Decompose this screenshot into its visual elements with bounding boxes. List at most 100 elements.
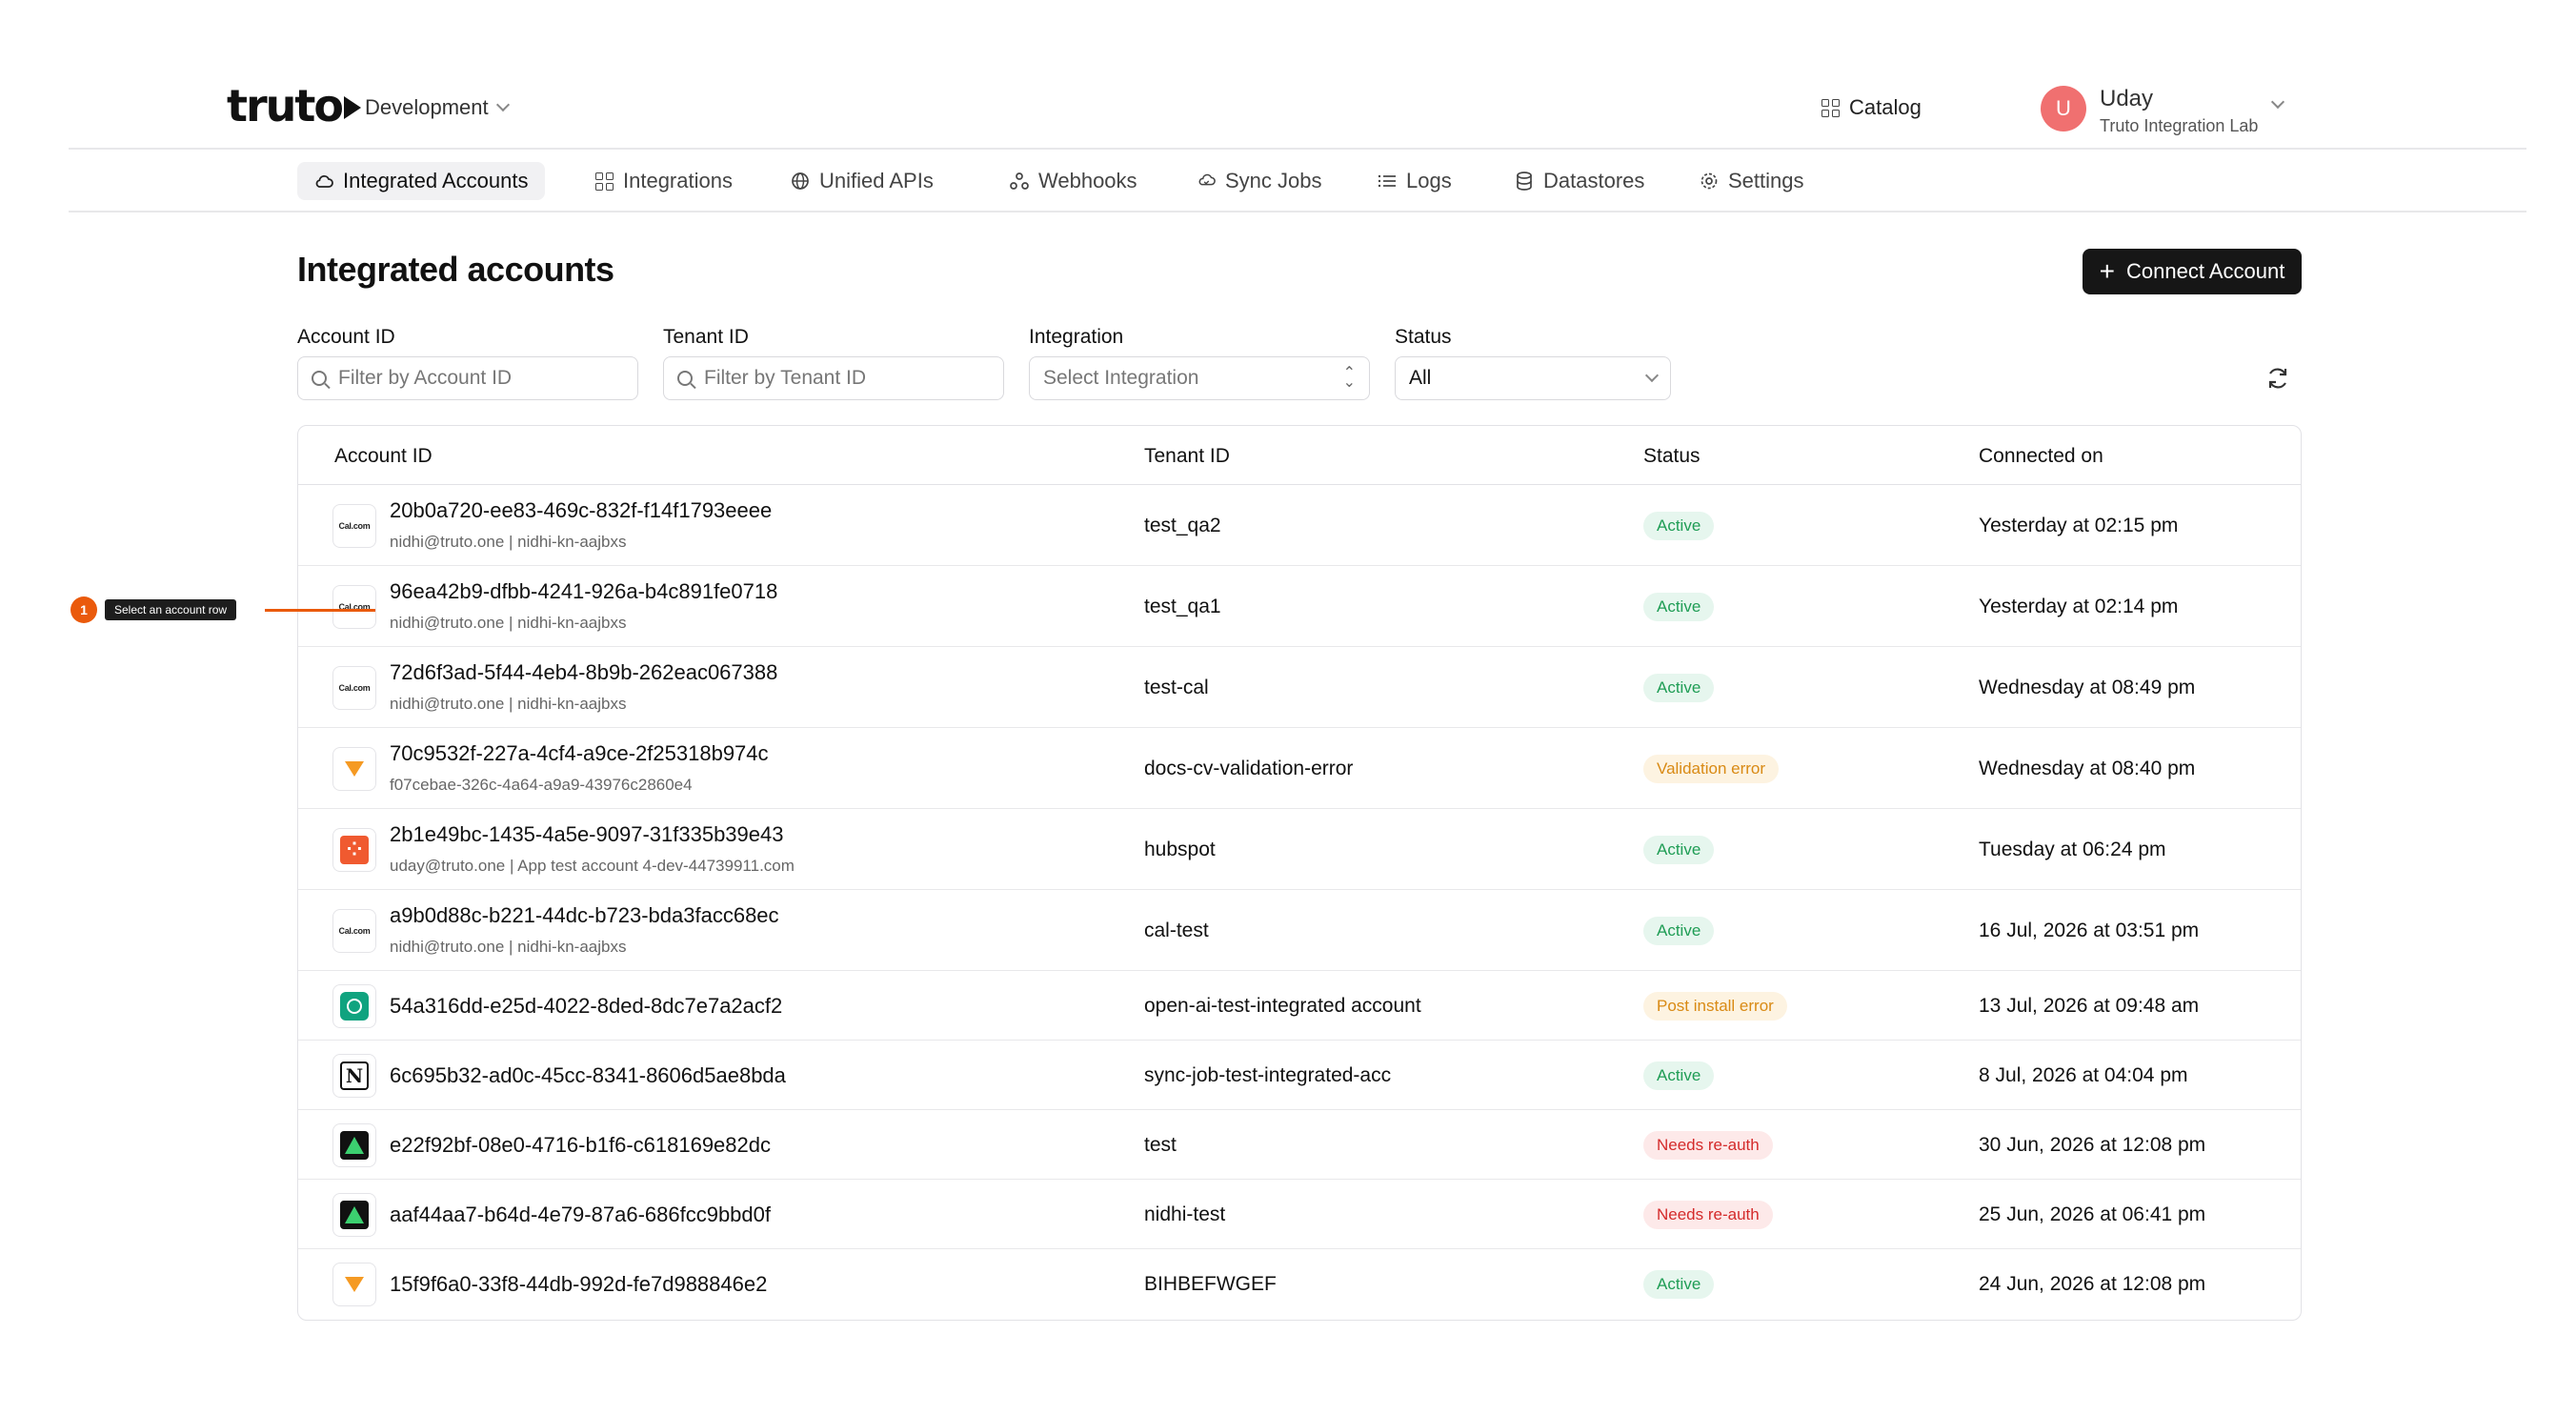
account-id: aaf44aa7-b64d-4e79-87a6-686fcc9bbd0f xyxy=(390,1202,771,1226)
account-id: 72d6f3ad-5f44-4eb4-8b9b-262eac067388 xyxy=(390,660,778,684)
status-badge: Needs re-auth xyxy=(1643,1130,1773,1160)
status-badge: Active xyxy=(1643,511,1715,540)
tenant-id: sync-job-test-integrated-acc xyxy=(1144,1063,1392,1086)
connect-account-button[interactable]: + Connect Account xyxy=(2083,249,2302,294)
tenant-id: test_qa2 xyxy=(1144,514,1221,536)
connected-on: Wednesday at 08:40 pm xyxy=(1979,757,2196,779)
account-id: 6c695b32-ad0c-45cc-8341-8606d5ae8bda xyxy=(390,1062,786,1087)
logo-glyph xyxy=(345,760,364,777)
tab-webhooks[interactable]: Webhooks xyxy=(993,162,1155,200)
integration-filter-label: Integration xyxy=(1029,326,1124,348)
account-id: e22f92bf-08e0-4716-b1f6-c618169e82dc xyxy=(390,1132,771,1157)
top-bar xyxy=(69,0,2526,150)
table-row[interactable]: e22f92bf-08e0-4716-b1f6-c618169e82dc test… xyxy=(298,1110,2301,1180)
user-name[interactable]: Uday xyxy=(2100,86,2154,111)
tenant-id: test-cal xyxy=(1144,676,1209,698)
tenant-id: hubspot xyxy=(1144,838,1216,860)
logo-glyph: Cal.com xyxy=(338,520,371,531)
logo-glyph: Cal.com xyxy=(338,601,371,612)
avatar-initial: U xyxy=(2056,96,2071,120)
catalog-button[interactable]: Catalog xyxy=(1821,95,1922,120)
column-header-connected-on: Connected on xyxy=(1979,445,2103,467)
tab-integrated-accounts[interactable]: Integrated Accounts xyxy=(297,162,546,200)
status-badge: Needs re-auth xyxy=(1643,1200,1773,1229)
integration-select[interactable]: Select Integration ⌃ ⌄ xyxy=(1029,356,1370,400)
account-id: 96ea42b9-dfbb-4241-926a-b4c891fe0718 xyxy=(390,579,778,603)
tab-datastores[interactable]: Datastores xyxy=(1498,162,1661,200)
tab-settings[interactable]: Settings xyxy=(1682,162,1821,200)
account-subtitle: nidhi@truto.one | nidhi-kn-aajbxs xyxy=(390,938,627,956)
account-subtitle: nidhi@truto.one | nidhi-kn-aajbxs xyxy=(390,695,627,713)
status-badge: Active xyxy=(1643,835,1715,864)
table-row[interactable]: N 6c695b32-ad0c-45cc-8341-8606d5ae8bda syn… xyxy=(298,1041,2301,1110)
accounts-table: Account ID Tenant ID Status Connected on… xyxy=(297,425,2302,1321)
webhook-icon xyxy=(1010,172,1029,191)
account-subtitle: uday@truto.one | App test account 4-dev-… xyxy=(390,857,795,875)
chevron-down-icon xyxy=(495,97,510,112)
table-row[interactable]: Cal.com a9b0d88c-b221-44dc-b723-bda3facc6… xyxy=(298,890,2301,971)
account-id: a9b0d88c-b221-44dc-b723-bda3facc68ec xyxy=(390,903,779,927)
database-icon xyxy=(1515,172,1534,191)
tenant-id: BIHBEFWGEF xyxy=(1144,1272,1277,1295)
connected-on: Yesterday at 02:14 pm xyxy=(1979,595,2179,617)
environment-switcher[interactable]: Development xyxy=(365,95,510,120)
user-org: Truto Integration Lab xyxy=(2100,116,2259,135)
play-icon xyxy=(344,96,362,119)
tab-sync-jobs[interactable]: Sync Jobs xyxy=(1179,162,1339,200)
status-badge: Active xyxy=(1643,1061,1715,1090)
refresh-icon[interactable] xyxy=(2264,364,2292,393)
connect-account-label: Connect Account xyxy=(2126,259,2285,283)
integration-placeholder: Select Integration xyxy=(1043,367,1199,389)
logo-glyph xyxy=(340,1200,369,1229)
table-row[interactable]: ⁘ 2b1e49bc-1435-4a5e-9097-31f335b39e43 uda… xyxy=(298,809,2301,890)
logo-glyph: Cal.com xyxy=(338,682,371,693)
environment-label: Development xyxy=(365,95,489,119)
table-row[interactable]: 70c9532f-227a-4cf4-a9ce-2f25318b974c f07c… xyxy=(298,728,2301,809)
status-badge: Post install error xyxy=(1643,991,1787,1021)
calcom-logo-icon: Cal.com xyxy=(332,665,376,710)
account-id-placeholder: Filter by Account ID xyxy=(338,367,513,389)
globe-icon xyxy=(791,172,810,191)
table-row[interactable]: Cal.com 72d6f3ad-5f44-4eb4-8b9b-262eac067… xyxy=(298,647,2301,728)
logo-glyph xyxy=(340,1130,369,1160)
grid-icon xyxy=(594,172,614,191)
logo-glyph: Cal.com xyxy=(338,925,371,936)
table-row[interactable]: aaf44aa7-b64d-4e79-87a6-686fcc9bbd0f nidh… xyxy=(298,1180,2301,1249)
tenant-id: docs-cv-validation-error xyxy=(1144,757,1354,779)
status-badge: Validation error xyxy=(1643,754,1780,783)
catalog-label: Catalog xyxy=(1849,95,1922,119)
main-nav: Integrated Accounts Integrations Unified… xyxy=(69,150,2526,212)
table-row[interactable]: 54a316dd-e25d-4022-8ded-8dc7e7a2acf2 open… xyxy=(298,971,2301,1041)
avatar[interactable]: U xyxy=(2041,86,2086,131)
chevron-down-icon xyxy=(1644,368,1660,383)
tenant-id-filter[interactable]: Filter by Tenant ID xyxy=(663,356,1004,400)
tab-label: Datastores xyxy=(1543,169,1645,192)
logo-glyph xyxy=(340,991,369,1021)
truto-logo[interactable]: truto xyxy=(227,82,362,130)
table-row[interactable]: Cal.com 96ea42b9-dfbb-4241-926a-b4c891fe0… xyxy=(298,566,2301,647)
tab-integrations[interactable]: Integrations xyxy=(577,162,750,200)
tenant-id: open-ai-test-integrated account xyxy=(1144,994,1421,1017)
table-row[interactable]: 15f9f6a0-33f8-44db-992d-fe7d988846e2 BIHB… xyxy=(298,1249,2301,1319)
status-select[interactable]: All xyxy=(1395,356,1671,400)
connected-on: 24 Jun, 2026 at 12:08 pm xyxy=(1979,1272,2206,1295)
tab-logs[interactable]: Logs xyxy=(1360,162,1469,200)
vero-logo-icon xyxy=(332,1262,376,1306)
connected-on: 13 Jul, 2026 at 09:48 am xyxy=(1979,994,2200,1017)
search-icon xyxy=(312,371,327,386)
account-id-filter[interactable]: Filter by Account ID xyxy=(297,356,638,400)
cloud-icon xyxy=(314,172,333,191)
status-value: All xyxy=(1409,367,1432,389)
tenant-id: nidhi-test xyxy=(1144,1203,1226,1225)
hubspot-logo-icon: ⁘ xyxy=(332,827,376,872)
logo-glyph xyxy=(345,1276,364,1292)
search-icon xyxy=(677,371,693,386)
connected-on: 25 Jun, 2026 at 06:41 pm xyxy=(1979,1203,2206,1225)
tab-unified-apis[interactable]: Unified APIs xyxy=(774,162,951,200)
sync-icon xyxy=(1197,172,1216,191)
page-title: Integrated accounts xyxy=(297,250,614,289)
account-id-filter-label: Account ID xyxy=(297,326,395,348)
column-header-account-id: Account ID xyxy=(334,445,433,467)
connected-on: 8 Jul, 2026 at 04:04 pm xyxy=(1979,1063,2188,1086)
table-row[interactable]: Cal.com 20b0a720-ee83-469c-832f-f14f1793e… xyxy=(298,485,2301,566)
